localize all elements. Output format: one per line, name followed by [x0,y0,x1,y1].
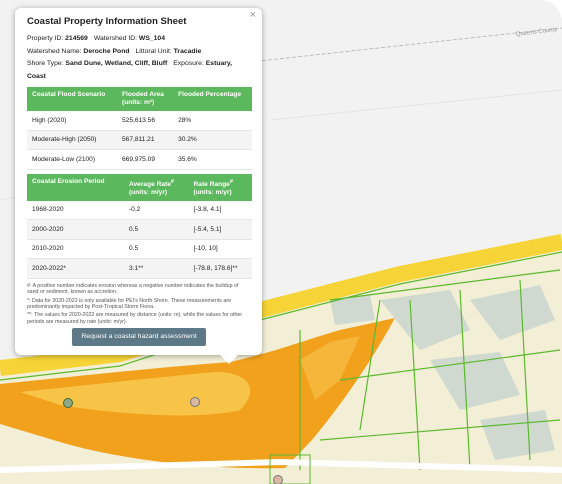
notes: #: A positive number indicates erosion w… [27,283,250,325]
field-value: WS_104 [138,35,165,42]
popup-title: Coastal Property Information Sheet [27,16,187,27]
cell: Moderate-Low (2100) [27,149,117,170]
cell: 567,811.21 [117,130,174,150]
cell: 3.1** [123,258,189,279]
cell: -0.2 [123,200,189,221]
field-label: Watershed ID: [93,35,138,42]
erosion-table: Coastal Erosion Period Average Rate# (unit… [27,173,252,279]
field-value: Tracadie [173,47,202,55]
row: 2010-2020 0.5 [-10, 10] [27,239,252,260]
cell: 1968-2020 [27,200,124,221]
cell: 0.5 [123,239,189,260]
field-label: Littoral Unit: [135,47,172,55]
fields: Property ID: 214569 Watershed ID: WS_104 W… [27,33,250,83]
row: 2000-2020 0.5 [-5.4, 5.1] [27,219,252,240]
field: Exposure: Estuary, Coast [27,60,232,80]
cell: [-5.4, 5.1] [188,219,252,240]
header-sup: # [229,178,233,185]
header-text: Flooded Percentage [178,91,242,98]
column-header: Average Rate# (units: m/yr) [123,173,189,201]
header-units: (units: m/yr) [128,188,168,196]
row: Moderate-High (2050) 567,811.21 30.2% [27,130,252,150]
info-line: Shore Type: Sand Dune, Wetland, Cliff, B… [27,58,250,83]
header-units: (units: m²) [122,99,155,106]
header-sup: # [170,178,174,185]
header-units: (units: m/yr) [193,188,232,196]
row: 1968-2020 -0.2 [-3.8, 4.1] [27,200,252,221]
cell: 30.2% [173,130,252,150]
cell: 2010-2020 [27,239,124,260]
cell: 28% [173,111,252,131]
cell: 525,613.56 [117,111,174,131]
cell: [-3.8, 4.1] [188,200,252,221]
note: #: A positive number indicates erosion w… [27,282,239,296]
column-header: Flooded Percentage [173,87,252,111]
column-header: Coastal Flood Scenario [27,87,117,111]
popup: × Coastal Property Information Sheet Pro… [15,8,262,364]
note: **: The values for 2020-2022 are measure… [27,312,243,325]
close-button[interactable]: × [249,9,256,21]
field: Littoral Unit: Tracadie [136,48,202,55]
header-text: Rate Range [193,180,230,188]
note: *: Data for 2020-2022 is only available … [27,297,232,310]
cell: 0.5 [123,219,189,240]
header-text: Average Rate [128,180,171,188]
header-text: Coastal Flood Scenario [32,91,106,98]
cell: Moderate-High (2050) [27,130,117,150]
field-label: Exposure: [173,60,204,67]
column-header: Coastal Erosion Period [27,173,124,201]
cell: 2000-2020 [27,219,124,240]
field-value: Estuary, Coast [27,60,233,80]
header-row: Coastal Flood Scenario Flooded Area (units… [27,87,252,111]
header-text: Flooded Area [122,91,164,98]
cell: High (2020) [27,111,117,131]
header-text: Coastal Erosion Period [32,177,105,185]
column-header: Flooded Area (units: m²) [117,87,174,111]
field: Shore Type: Sand Dune, Wetland, Cliff, B… [27,60,167,67]
field-label: Property ID: [27,35,64,42]
row: High (2020) 525,613.56 28% [27,111,252,131]
field-label: Shore Type: [27,60,64,67]
field-value: 214569 [65,35,88,42]
row: 2020-2022* 3.1** [-78.8, 178.6]** [27,258,252,279]
field-value: Deroche Pond [83,47,130,55]
cell: 2020-2022* [27,258,124,279]
field: Property ID: 214569 [27,35,88,42]
request-button[interactable]: Request a coastal hazard assessment [72,328,206,346]
info-line: Watershed Name: Deroche Pond Littoral Uni… [27,46,250,59]
flood-table: Coastal Flood Scenario Flooded Area (units… [27,87,252,170]
row: Moderate-Low (2100) 669,975.09 35.6% [27,149,252,170]
field: Watershed Name: Deroche Pond [27,48,130,55]
column-header: Rate Range# (units: m/yr) [188,173,252,201]
cell: 35.6% [173,149,252,170]
field: Watershed ID: WS_104 [94,35,165,42]
cell: 669,975.09 [117,149,174,170]
field-label: Watershed Name: [27,47,82,55]
header-row: Coastal Erosion Period Average Rate# (unit… [27,173,252,201]
cell: [-10, 10] [188,239,252,260]
map-label: Queens County [516,27,558,38]
field-value: Sand Dune, Wetland, Cliff, Bluff [65,60,168,67]
info-line: Property ID: 214569 Watershed ID: WS_104 [27,33,250,46]
cell: [-78.8, 178.6]** [188,258,252,279]
